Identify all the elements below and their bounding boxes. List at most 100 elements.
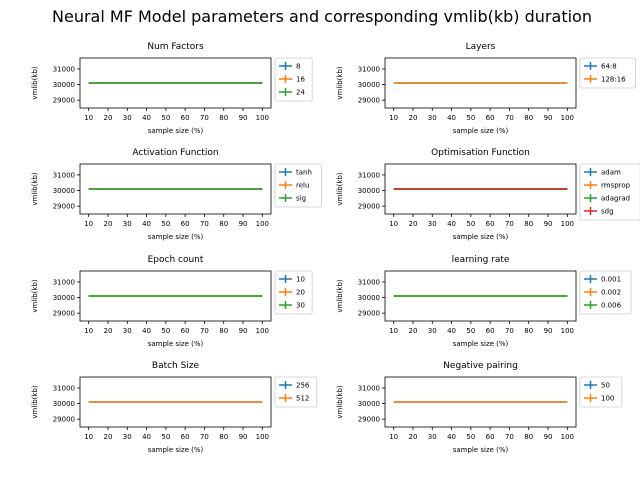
x-tick-label: 10 bbox=[84, 220, 93, 228]
legend: adam rmsprop adagrad sdg bbox=[579, 163, 640, 221]
legend-box bbox=[274, 270, 313, 315]
x-tick-label: 70 bbox=[505, 114, 514, 122]
plot-area-frame bbox=[79, 270, 272, 322]
x-tick-label: 80 bbox=[524, 433, 533, 441]
legend-label-16: 16 bbox=[296, 76, 305, 84]
y-axis-label: vmlib(kb) bbox=[336, 279, 344, 313]
x-tick-label: 10 bbox=[389, 220, 398, 228]
subplot-1: Num Factors 10 20 30 40 50 60 70 80 90 100 29000 300… bbox=[31, 42, 313, 135]
subplot-7: Batch Size 10 20 30 40 50 60 70 80 90 100 29000 3000… bbox=[31, 361, 318, 454]
y-tick-label: 29000 bbox=[53, 310, 75, 318]
x-tick-label: 50 bbox=[161, 327, 170, 335]
x-tick-label: 70 bbox=[505, 220, 514, 228]
x-tick-label: 30 bbox=[428, 220, 437, 228]
legend-label-64:8: 64:8 bbox=[601, 63, 617, 71]
legend-label-30: 30 bbox=[296, 302, 305, 310]
legend-label-20: 20 bbox=[296, 289, 305, 297]
y-axis-label: vmlib(kb) bbox=[31, 66, 39, 100]
y-tick-label: 30000 bbox=[53, 294, 75, 302]
x-tick-label: 20 bbox=[409, 327, 418, 335]
x-tick-label: 70 bbox=[200, 220, 209, 228]
legend-label-tanh: tanh bbox=[296, 169, 312, 177]
subplot-title: Optimisation Function bbox=[431, 148, 530, 158]
x-tick-label: 100 bbox=[561, 114, 574, 122]
y-tick-label: 31000 bbox=[358, 171, 380, 179]
x-tick-label: 30 bbox=[428, 114, 437, 122]
y-tick-label: 30000 bbox=[53, 400, 75, 408]
x-tick-label: 40 bbox=[142, 433, 151, 441]
x-tick-label: 60 bbox=[181, 114, 190, 122]
x-tick-label: 60 bbox=[486, 220, 495, 228]
legend-label-sdg: sdg bbox=[601, 208, 614, 216]
y-axis-label: vmlib(kb) bbox=[31, 385, 39, 419]
legend-label-0.001: 0.001 bbox=[601, 276, 621, 284]
y-tick-label: 30000 bbox=[358, 294, 380, 302]
legend-label-50: 50 bbox=[601, 382, 610, 390]
legend-label-sig: sig bbox=[296, 195, 306, 203]
y-tick-label: 30000 bbox=[53, 81, 75, 89]
legend-label-rmsprop: rmsprop bbox=[601, 182, 631, 190]
x-tick-label: 70 bbox=[200, 327, 209, 335]
subplot-3: Activation Function 10 20 30 40 50 60 70 80 90 100… bbox=[31, 148, 322, 241]
x-tick-label: 30 bbox=[123, 114, 132, 122]
x-tick-label: 60 bbox=[181, 327, 190, 335]
x-axis-label: sample size (%) bbox=[148, 233, 204, 241]
x-tick-label: 70 bbox=[505, 433, 514, 441]
legend-box bbox=[274, 163, 322, 208]
x-tick-label: 90 bbox=[544, 433, 553, 441]
x-tick-label: 40 bbox=[142, 114, 151, 122]
x-tick-label: 100 bbox=[256, 220, 269, 228]
y-tick-label: 31000 bbox=[53, 171, 75, 179]
y-tick-label: 29000 bbox=[358, 310, 380, 318]
y-tick-label: 30000 bbox=[53, 187, 75, 195]
x-tick-label: 100 bbox=[561, 433, 574, 441]
legend: 64:8 128:16 bbox=[579, 57, 636, 89]
x-tick-label: 40 bbox=[447, 433, 456, 441]
subplot-title: Layers bbox=[466, 42, 496, 52]
x-tick-label: 100 bbox=[256, 327, 269, 335]
subplot-8: Negative pairing 10 20 30 40 50 60 70 80 90 100 290… bbox=[336, 361, 623, 454]
x-tick-label: 100 bbox=[561, 220, 574, 228]
x-axis-label: sample size (%) bbox=[453, 340, 509, 348]
plot-area-frame bbox=[79, 376, 272, 428]
subplot-title: Epoch count bbox=[148, 255, 204, 265]
plot-area-frame bbox=[384, 57, 577, 109]
x-tick-label: 50 bbox=[466, 220, 475, 228]
legend-label-24: 24 bbox=[296, 89, 305, 97]
x-tick-label: 70 bbox=[505, 327, 514, 335]
legend: 10 20 30 bbox=[274, 270, 313, 315]
x-tick-label: 60 bbox=[181, 433, 190, 441]
x-tick-label: 20 bbox=[104, 327, 113, 335]
legend: 50 100 bbox=[579, 376, 623, 408]
x-axis-label: sample size (%) bbox=[453, 127, 509, 135]
x-tick-label: 20 bbox=[409, 114, 418, 122]
legend-box bbox=[579, 163, 640, 221]
x-tick-label: 90 bbox=[239, 327, 248, 335]
y-tick-label: 29000 bbox=[53, 416, 75, 424]
x-tick-label: 20 bbox=[409, 220, 418, 228]
x-tick-label: 70 bbox=[200, 114, 209, 122]
x-tick-label: 30 bbox=[428, 327, 437, 335]
x-tick-label: 100 bbox=[561, 327, 574, 335]
x-tick-label: 90 bbox=[544, 327, 553, 335]
y-tick-label: 30000 bbox=[358, 187, 380, 195]
x-tick-label: 100 bbox=[256, 114, 269, 122]
x-tick-label: 80 bbox=[219, 220, 228, 228]
y-axis-label: vmlib(kb) bbox=[336, 172, 344, 206]
x-tick-label: 10 bbox=[389, 114, 398, 122]
x-tick-label: 10 bbox=[84, 327, 93, 335]
x-tick-label: 40 bbox=[447, 114, 456, 122]
y-tick-label: 31000 bbox=[53, 278, 75, 286]
x-tick-label: 50 bbox=[466, 114, 475, 122]
legend: 256 512 bbox=[274, 376, 318, 408]
y-tick-label: 31000 bbox=[358, 278, 380, 286]
x-tick-label: 40 bbox=[447, 220, 456, 228]
subplot-2: Layers 10 20 30 40 50 60 70 80 90 100 29000 30000 310… bbox=[336, 42, 636, 135]
legend-label-8: 8 bbox=[296, 63, 300, 71]
y-tick-label: 29000 bbox=[358, 416, 380, 424]
x-tick-label: 80 bbox=[524, 327, 533, 335]
x-tick-label: 80 bbox=[524, 220, 533, 228]
y-tick-label: 31000 bbox=[53, 384, 75, 392]
y-tick-label: 31000 bbox=[358, 384, 380, 392]
legend: 0.001 0.002 0.006 bbox=[579, 270, 632, 315]
